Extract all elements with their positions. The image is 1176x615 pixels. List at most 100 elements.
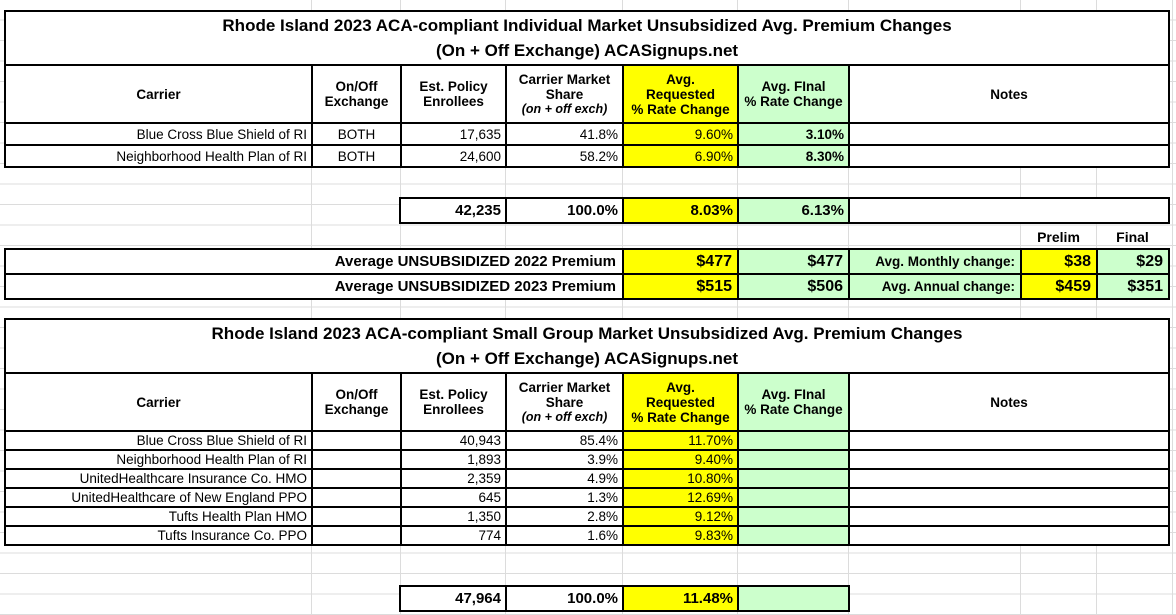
cell-enrollees: 24,600: [400, 144, 507, 168]
cell-requested-rate: 12.69%: [622, 487, 739, 508]
cell-notes: [847, 430, 1171, 451]
cell-carrier: Blue Cross Blue Shield of RI: [4, 122, 313, 146]
header-line: (on + off exch): [521, 409, 608, 424]
cell-final-change: $351: [1096, 273, 1170, 300]
header-line: Share: [545, 394, 584, 410]
totals-row: 42,235 100.0% 8.03% 6.13%: [399, 197, 1170, 224]
cell-requested-rate: 9.83%: [622, 525, 739, 546]
table-title-row: Rhode Island 2023 ACA-compliant Individu…: [3, 10, 1171, 66]
cell-enrollees: 1,350: [400, 506, 507, 527]
header-line: Exchange: [324, 402, 389, 417]
column-header-exchange: On/Off Exchange: [311, 372, 402, 432]
cell-notes: [847, 487, 1171, 508]
cell-prelim-change: $459: [1020, 273, 1098, 300]
cell-notes: [847, 506, 1171, 527]
cell-final-rate: [737, 449, 850, 470]
individual-market-totals: 42,235 100.0% 8.03% 6.13%: [399, 197, 1170, 224]
cell-total-enrollees: 47,964: [399, 585, 507, 612]
column-header-carrier: Carrier: [4, 372, 313, 432]
header-line: Est. Policy: [419, 387, 488, 402]
column-header-requested-rate: Avg. Requested % Rate Change: [622, 64, 739, 124]
table-row: UnitedHealthcare of New England PPO 645 …: [4, 487, 1171, 508]
cell-total-enrollees: 42,235: [399, 197, 507, 224]
column-header-row: Carrier On/Off Exchange Est. Policy Enro…: [4, 64, 1171, 124]
cell-final-rate: [737, 430, 850, 451]
column-header-row: Carrier On/Off Exchange Est. Policy Enro…: [4, 372, 1171, 432]
table-row: Tufts Health Plan HMO 1,350 2.8% 9.12%: [4, 506, 1171, 527]
cell-final-rate: [737, 525, 850, 546]
title-line-2: (On + Off Exchange) ACASignups.net: [435, 349, 739, 368]
cell-requested-rate: 9.60%: [622, 122, 739, 146]
column-header-exchange: On/Off Exchange: [311, 64, 402, 124]
title-line-2: (On + Off Exchange) ACASignups.net: [435, 41, 739, 60]
cell-exchange: [311, 468, 402, 489]
column-header-market-share: Carrier Market Share (on + off exch): [505, 372, 624, 432]
cell-notes: [847, 525, 1171, 546]
cell-final-rate: [737, 506, 850, 527]
cell-change-label: Avg. Monthly change:: [848, 248, 1022, 275]
cell-premium-label: Average UNSUBSIDIZED 2022 Premium: [4, 248, 624, 275]
cell-carrier: UnitedHealthcare of New England PPO: [4, 487, 313, 508]
cell-notes: [847, 468, 1171, 489]
column-header-final-rate: Avg. FInal % Rate Change: [737, 64, 850, 124]
individual-market-table: Rhode Island 2023 ACA-compliant Individu…: [3, 10, 1171, 168]
column-header-final-rate: Avg. FInal % Rate Change: [737, 372, 850, 432]
cell-total-requested-rate: 11.48%: [622, 585, 739, 612]
cell-market-share: 1.6%: [505, 525, 624, 546]
prelim-column-header: Prelim: [1037, 229, 1080, 245]
cell-requested-rate: 10.80%: [622, 468, 739, 489]
cell-requested-rate: 9.40%: [622, 449, 739, 470]
cell-carrier: Tufts Health Plan HMO: [4, 506, 313, 527]
header-line: Enrollees: [423, 94, 484, 109]
column-header-notes: Notes: [847, 372, 1171, 432]
header-line: Requested: [645, 394, 716, 410]
cell-notes: [847, 122, 1171, 146]
column-header-enrollees: Est. Policy Enrollees: [400, 372, 507, 432]
cell-requested-rate: 11.70%: [622, 430, 739, 451]
title-line-1: Rhode Island 2023 ACA-compliant Small Gr…: [211, 324, 963, 343]
cell-notes: [847, 449, 1171, 470]
header-line: On/Off: [335, 79, 378, 94]
table-row: Blue Cross Blue Shield of RI 40,943 85.4…: [4, 430, 1171, 451]
table-title-row: Rhode Island 2023 ACA-compliant Small Gr…: [3, 318, 1171, 374]
header-line: % Rate Change: [744, 94, 843, 109]
header-line: % Rate Change: [744, 402, 843, 417]
small-group-market-title: Rhode Island 2023 ACA-compliant Small Gr…: [3, 318, 1171, 374]
header-line: Enrollees: [423, 402, 484, 417]
cell-enrollees: 40,943: [400, 430, 507, 451]
individual-market-title: Rhode Island 2023 ACA-compliant Individu…: [3, 10, 1171, 66]
cell-final-rate: 8.30%: [737, 144, 850, 168]
premium-summary-table: Average UNSUBSIDIZED 2022 Premium $477 $…: [4, 248, 1170, 300]
cell-total-final-rate: [737, 585, 850, 612]
cell-exchange: BOTH: [311, 122, 402, 146]
cell-requested-premium: $515: [622, 273, 739, 300]
title-line-1: Rhode Island 2023 ACA-compliant Individu…: [222, 16, 952, 35]
cell-final-rate: 3.10%: [737, 122, 850, 146]
cell-enrollees: 1,893: [400, 449, 507, 470]
column-header-market-share: Carrier Market Share (on + off exch): [505, 64, 624, 124]
header-line: Avg. FInal: [761, 79, 826, 94]
table-row: Neighborhood Health Plan of RI 1,893 3.9…: [4, 449, 1171, 470]
cell-carrier: Tufts Insurance Co. PPO: [4, 525, 313, 546]
header-line: Avg. FInal: [761, 387, 826, 402]
small-group-market-totals: 47,964 100.0% 11.48%: [399, 585, 850, 612]
header-line: Avg.: [666, 71, 695, 87]
summary-row: Average UNSUBSIDIZED 2022 Premium $477 $…: [4, 248, 1170, 275]
header-line: On/Off: [335, 387, 378, 402]
cell-exchange: [311, 506, 402, 527]
cell-carrier: UnitedHealthcare Insurance Co. HMO: [4, 468, 313, 489]
header-line: Carrier Market: [518, 379, 611, 395]
cell-carrier: Neighborhood Health Plan of RI: [4, 449, 313, 470]
cell-final-rate: [737, 487, 850, 508]
cell-prelim-change: $38: [1020, 248, 1098, 275]
cell-final-premium: $477: [737, 248, 850, 275]
table-row: Blue Cross Blue Shield of RI BOTH 17,635…: [4, 122, 1171, 146]
cell-market-share: 41.8%: [505, 122, 624, 146]
header-line: Avg.: [666, 379, 695, 395]
header-line: % Rate Change: [631, 101, 730, 117]
cell-total-share: 100.0%: [505, 197, 624, 224]
column-header-enrollees: Est. Policy Enrollees: [400, 64, 507, 124]
cell-market-share: 1.3%: [505, 487, 624, 508]
final-column-header: Final: [1116, 229, 1149, 245]
cell-carrier: Neighborhood Health Plan of RI: [4, 144, 313, 168]
